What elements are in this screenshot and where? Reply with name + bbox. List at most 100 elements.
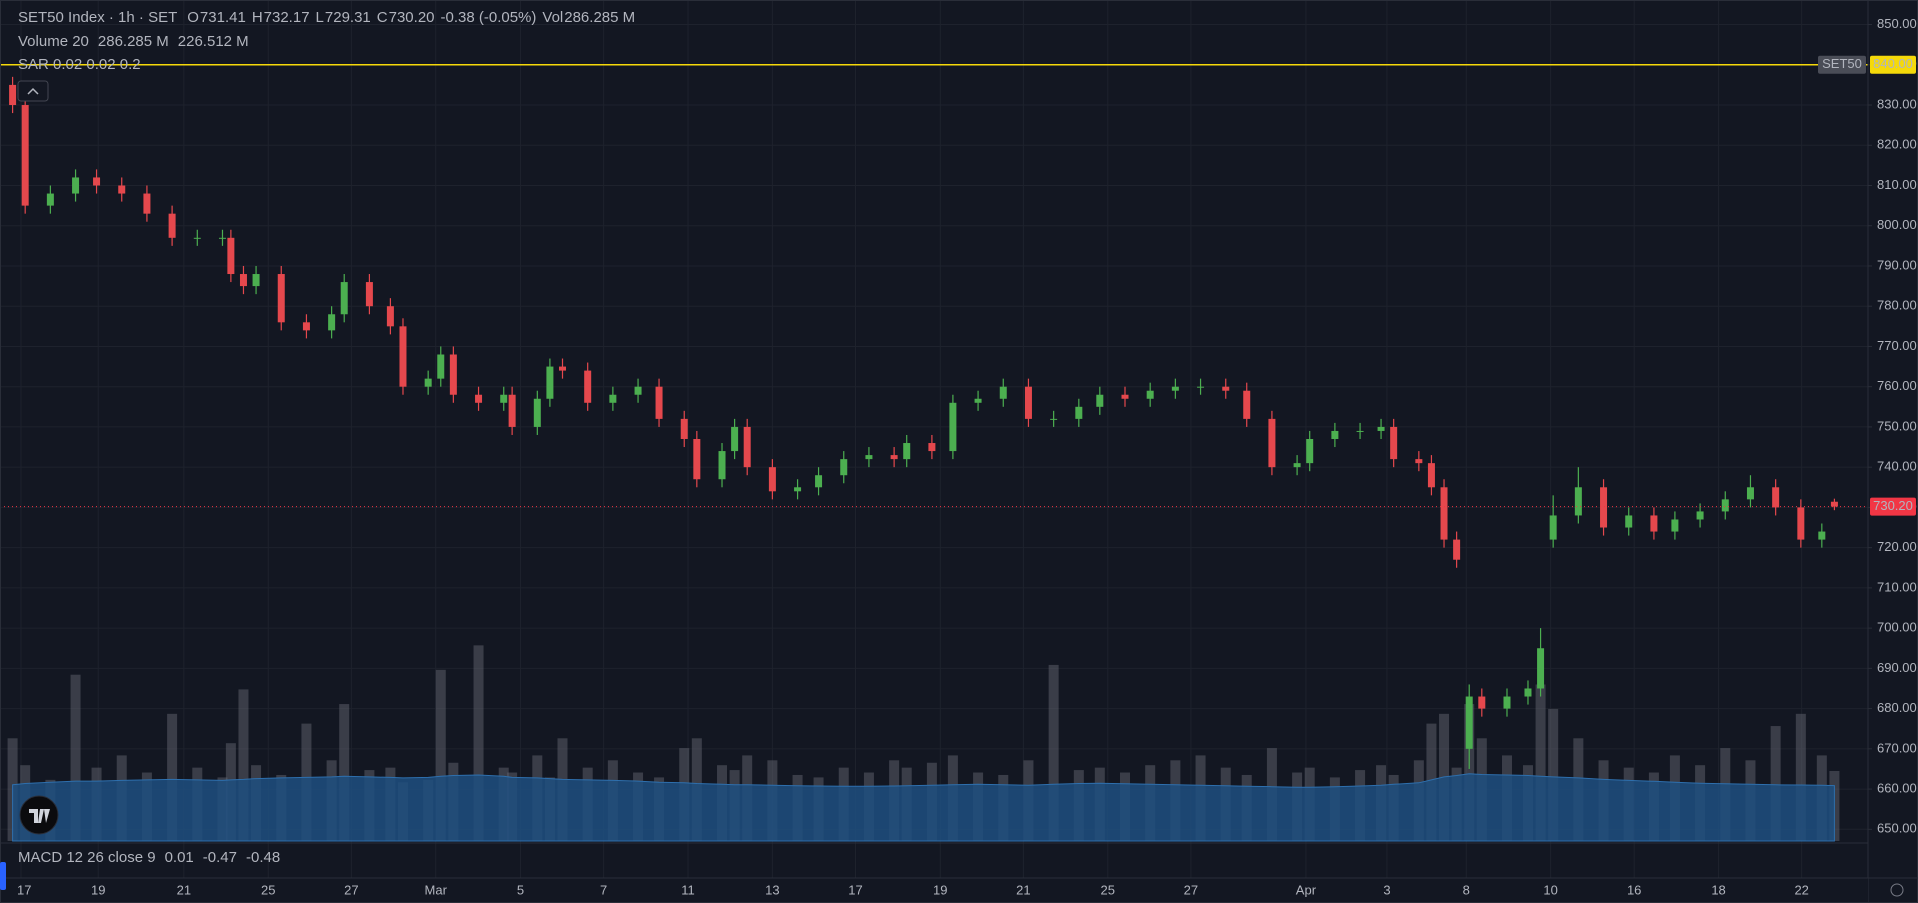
candle-body [1096, 394, 1104, 407]
volume-layer [7, 645, 1840, 842]
x-tick-label: 21 [177, 882, 191, 897]
candle-body [399, 326, 407, 387]
y-tick-label: 810.00 [1877, 177, 1917, 192]
y-tick-label: 830.00 [1877, 96, 1917, 111]
x-tick-label: 17 [17, 882, 31, 897]
candle-body [680, 418, 688, 439]
collapse-button[interactable] [17, 80, 49, 102]
candle-body [718, 451, 726, 480]
candle-body [815, 475, 823, 488]
candle-body [239, 274, 247, 287]
candle-body [1356, 430, 1364, 432]
candle-body [999, 386, 1007, 399]
x-tick-label: Mar [425, 882, 448, 897]
legend-text: 730.20 [389, 9, 435, 26]
candle-body [558, 366, 566, 371]
last-price-label-bg [1870, 497, 1916, 516]
scroll-handle[interactable] [0, 862, 6, 890]
y-tick-label: 670.00 [1877, 740, 1917, 755]
candle-body [533, 398, 541, 427]
volume-bar [167, 713, 178, 841]
volume-bar [1048, 664, 1059, 841]
x-tick-label: 11 [681, 882, 695, 897]
candle-body [903, 443, 911, 460]
candle-body [743, 426, 751, 468]
overlay-layer: SET50 [0, 55, 1868, 508]
y-tick-label: 680.00 [1877, 700, 1917, 715]
y-tick-label: 820.00 [1877, 137, 1917, 152]
candle-body [1377, 426, 1385, 431]
y-tick-label: 700.00 [1877, 620, 1917, 635]
candle-body [1650, 515, 1658, 532]
volume-bar [1464, 704, 1475, 841]
candle-body [1465, 696, 1473, 749]
candle-body [731, 426, 739, 452]
y-tick-label: 740.00 [1877, 459, 1917, 474]
collapse-icon [27, 87, 39, 95]
candle-body [840, 459, 848, 476]
candle-body [9, 84, 17, 106]
x-tick-label: 3 [1383, 882, 1390, 897]
candle-body [193, 237, 201, 239]
candle-body [227, 237, 235, 275]
candle-body [424, 378, 432, 387]
candle-body [1721, 499, 1729, 512]
candle-body [449, 354, 457, 395]
volume-bar [1795, 713, 1806, 841]
candle-body [1390, 426, 1398, 460]
legend-text: 732.17 [264, 9, 310, 26]
volume-bar [1535, 684, 1546, 841]
candle-body [437, 354, 445, 379]
x-tick-label: 10 [1543, 882, 1557, 897]
candle-body [865, 455, 873, 460]
legend-text: SET50 Index · 1h · SET [18, 9, 177, 26]
candle-body [584, 370, 592, 403]
candle-body [475, 394, 483, 403]
hline-tag: SET50 [1822, 56, 1862, 71]
legend-text: 0.01 [165, 849, 194, 866]
candle-body [1797, 507, 1805, 540]
hline-label-bg [1870, 55, 1916, 74]
candle-body [974, 398, 982, 403]
volume-bar [473, 645, 484, 841]
candle-body [252, 274, 260, 287]
legend-text: MACD 12 26 close 9 [18, 849, 156, 866]
volume-bar [1548, 708, 1559, 841]
candle-body [794, 487, 802, 492]
candle-body [72, 177, 80, 194]
candle-body [609, 394, 617, 403]
candle-body [1171, 386, 1179, 391]
legend-text: Volume 20 [18, 33, 89, 50]
hline-label: 840.00 [1873, 56, 1913, 71]
candle-body [1524, 688, 1532, 697]
candle-body [1478, 696, 1486, 709]
y-tick-label: 790.00 [1877, 257, 1917, 272]
logo-mark [29, 809, 50, 823]
y-tick-label: 770.00 [1877, 338, 1917, 353]
candle-body [1146, 390, 1154, 399]
settings-icon[interactable] [1890, 883, 1904, 897]
volume-ma-area [12, 773, 1835, 842]
legend-text: H [252, 9, 263, 26]
x-tick-label: 8 [1463, 882, 1470, 897]
candle-body [1440, 487, 1448, 540]
y-tick-label: 800.00 [1877, 217, 1917, 232]
x-tick-label: 13 [765, 882, 779, 897]
y-tick-label: 710.00 [1877, 579, 1917, 594]
volume-bar [70, 674, 81, 841]
x-tick-label: 19 [933, 882, 947, 897]
x-tick-label: 7 [600, 882, 607, 897]
legend-text: 226.512 M [178, 33, 249, 50]
candle-body [768, 467, 776, 492]
x-tick-label: Apr [1296, 882, 1317, 897]
candle-body [1549, 515, 1557, 540]
legend-text: -0.38 (-0.05%) [441, 9, 537, 26]
candle-body [1696, 511, 1704, 520]
candle-body [500, 394, 508, 403]
y-tick-label: 760.00 [1877, 378, 1917, 393]
legend-text: -0.47 [203, 849, 237, 866]
candle-layer [9, 76, 1838, 769]
candle-body [1503, 696, 1511, 709]
legend: SET50 Index · 1h · SET O 731.41 H 732.17 L 729… [18, 9, 635, 866]
logo[interactable] [19, 795, 59, 835]
